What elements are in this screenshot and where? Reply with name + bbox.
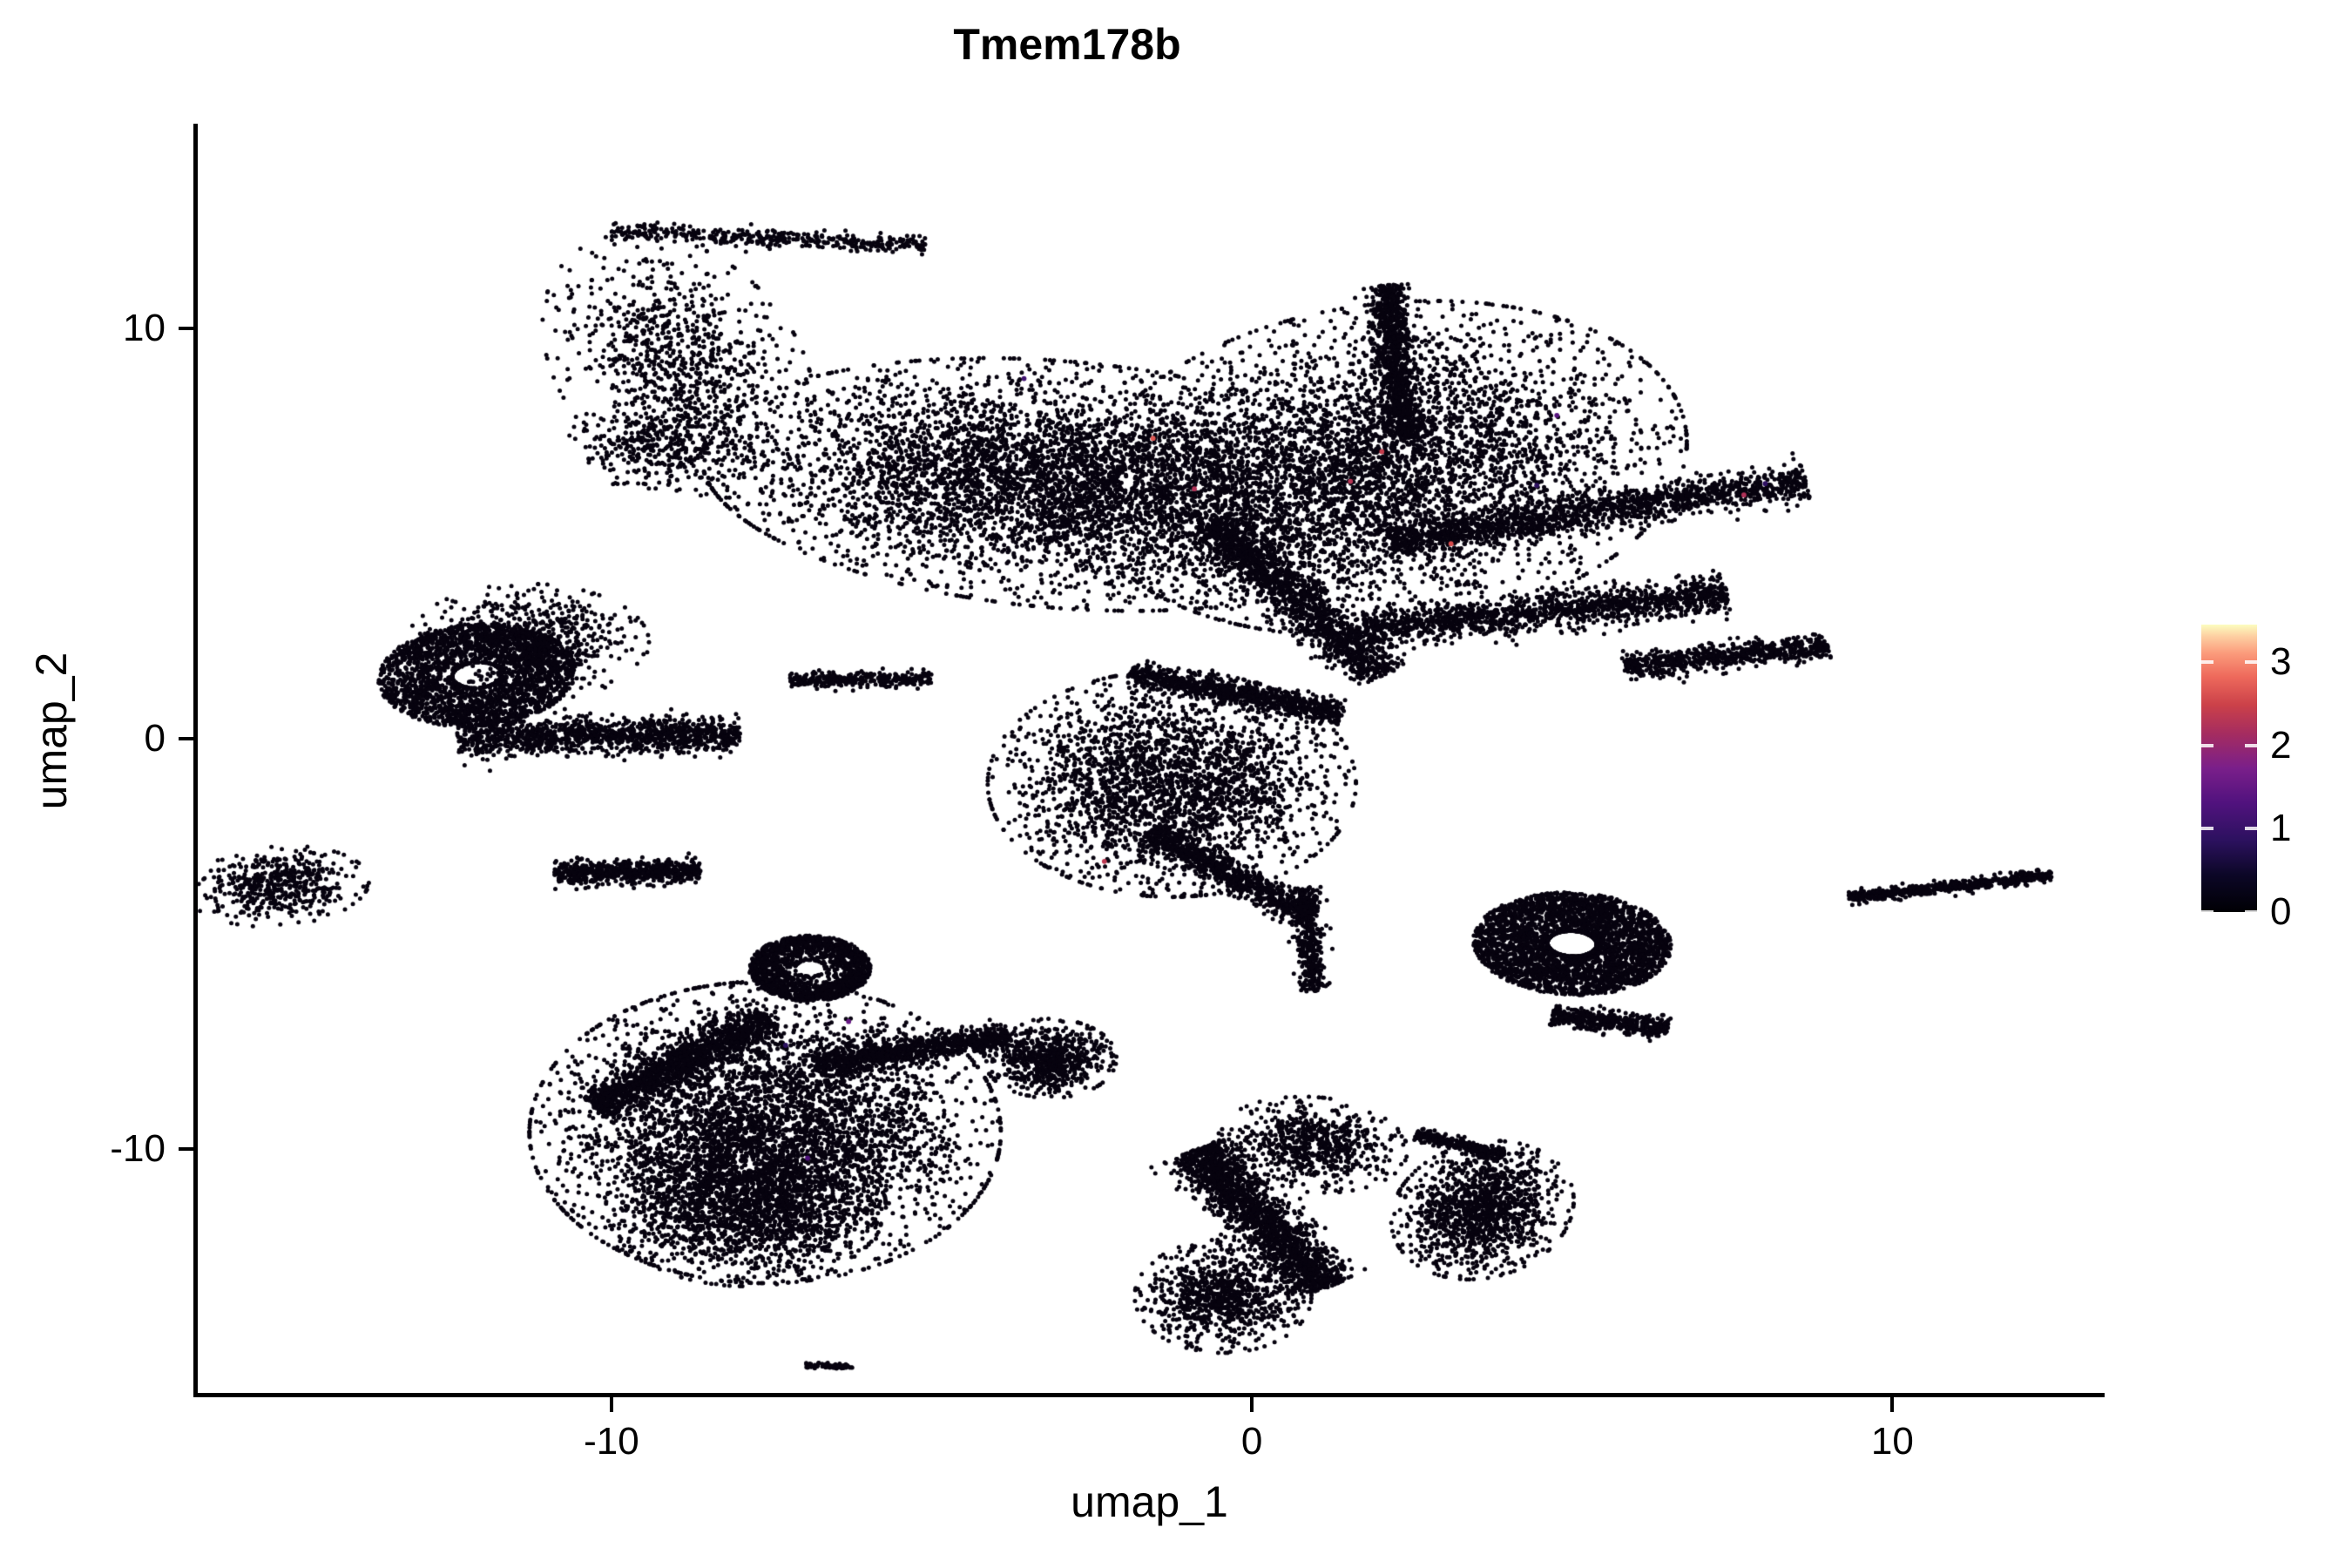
y-tick-mark [179, 327, 193, 331]
colorbar-tick-mark [2245, 910, 2257, 914]
y-tick-mark [179, 1146, 193, 1151]
colorbar-tick-mark [2201, 660, 2213, 665]
y-tick-label: 0 [144, 716, 166, 760]
plot-panel [195, 124, 2104, 1395]
colorbar-tick-mark [2201, 743, 2213, 747]
y-tick-label: 10 [123, 307, 166, 350]
x-tick-mark [609, 1397, 613, 1412]
colorbar-tick-label: 3 [2270, 640, 2292, 684]
colorbar-tick-label: 2 [2270, 723, 2292, 767]
colorbar-tick-mark [2245, 660, 2257, 665]
scatter-plot-canvas [195, 124, 2104, 1395]
x-tick-label: 10 [1870, 1420, 1914, 1463]
y-tick-label: -10 [110, 1126, 166, 1170]
colorbar-tick-mark [2201, 910, 2213, 914]
colorbar-tick-label: 0 [2270, 890, 2292, 933]
x-axis-line [193, 1393, 2105, 1397]
colorbar-gradient [2201, 625, 2257, 912]
page-title: Tmem178b [953, 20, 1181, 69]
x-axis-title: umap_1 [1071, 1477, 1228, 1526]
x-tick-mark [1890, 1397, 1895, 1412]
colorbar-tick-mark [2245, 827, 2257, 831]
y-tick-mark [179, 736, 193, 740]
y-axis-title: umap_2 [27, 652, 76, 810]
colorbar-legend: 0 1 2 3 [2195, 601, 2352, 950]
x-tick-label: 0 [1240, 1420, 1263, 1463]
colorbar-tick-mark [2201, 827, 2213, 831]
colorbar-tick-label: 1 [2270, 807, 2292, 850]
x-tick-label: -10 [584, 1420, 639, 1463]
y-axis-line [193, 124, 198, 1397]
x-tick-mark [1250, 1397, 1254, 1412]
colorbar-tick-mark [2245, 743, 2257, 747]
